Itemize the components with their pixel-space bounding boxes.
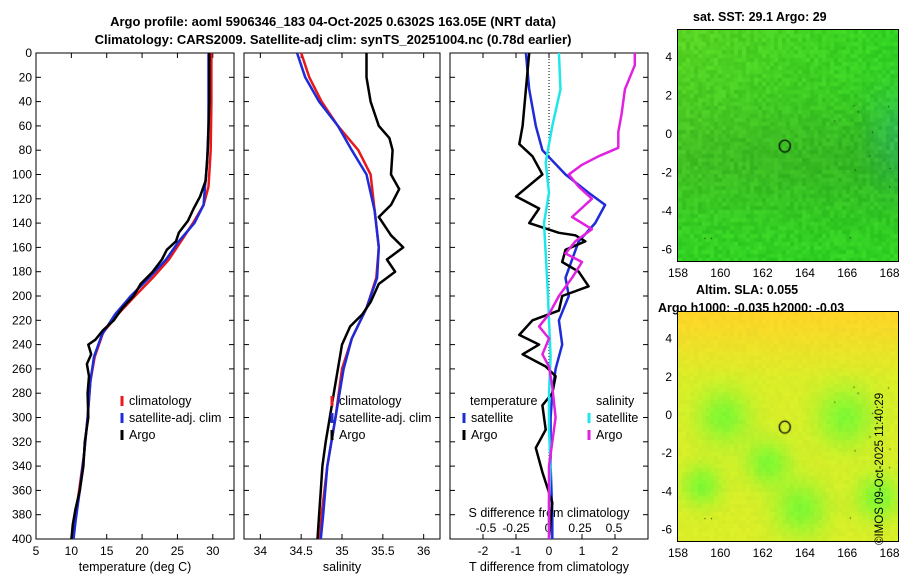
temperature-panel-xtick-label: 30 xyxy=(206,544,220,558)
temp-legend-2-label: Argo xyxy=(129,428,155,442)
difference-panel-xtick-label: -2 xyxy=(478,544,489,558)
sla-map-xtick-label: 166 xyxy=(837,546,857,560)
sla-map-ytick-label: 2 xyxy=(665,370,672,384)
sla-map-xtick-label: 158 xyxy=(668,546,688,560)
sal-legend-1-label: satellite-adj. clim xyxy=(339,411,431,425)
temperature-panel-xlabel: temperature (deg C) xyxy=(79,560,192,574)
depth-tick-label: 0 xyxy=(25,46,32,60)
salinity-panel-xtick-label: 34 xyxy=(254,544,268,558)
temp-legend-1-label: satellite-adj. clim xyxy=(129,411,221,425)
figure-title-line1: Argo profile: aoml 5906346_183 04-Oct-20… xyxy=(110,14,556,29)
sal-legend-2-label: Argo xyxy=(339,428,365,442)
sst-map-ytick-label: -6 xyxy=(661,242,672,256)
temperature-panel-series-argo xyxy=(70,53,211,540)
depth-tick-label: 300 xyxy=(12,411,32,425)
sla-map-xtick-label: 160 xyxy=(710,546,730,560)
salinity-panel-series-argo xyxy=(316,53,405,540)
salinity-panel-xlabel: salinity xyxy=(323,560,362,574)
temperature-panel-series-climatology xyxy=(71,53,213,540)
depth-tick-label: 380 xyxy=(12,508,32,522)
salinity-panel-series-climatology xyxy=(300,52,381,540)
sst-heatmap xyxy=(677,29,899,262)
salinity-diff-tick-label: 0.25 xyxy=(568,521,592,535)
sst-map-xtick-label: 168 xyxy=(880,266,900,280)
figure-title-line2: Climatology: CARS2009. Satellite-adj cli… xyxy=(94,32,572,47)
sla-heatmap xyxy=(677,311,899,542)
depth-tick-label: 120 xyxy=(12,192,32,206)
diff-legend-temp-satellite-label: satellite xyxy=(471,411,513,425)
difference-panel-series-salinity-argo xyxy=(537,53,637,539)
difference-panel-xtick-label: 2 xyxy=(612,544,619,558)
sst-map-ytick-label: -4 xyxy=(661,204,672,218)
sst-map-ytick-label: 2 xyxy=(665,88,672,102)
salinity-panel-xtick-label: 35.5 xyxy=(371,544,395,558)
diff-legend-temp-argo-label: Argo xyxy=(471,428,497,442)
depth-tick-label: 200 xyxy=(12,289,32,303)
sst-map-ytick-label: -2 xyxy=(661,165,672,179)
sla-map-ytick-label: -4 xyxy=(661,484,672,498)
diff-legend-sal-argo-label: Argo xyxy=(596,428,622,442)
depth-tick-label: 40 xyxy=(19,95,33,109)
depth-tick-label: 60 xyxy=(19,119,33,133)
sla-map-ytick-label: 4 xyxy=(665,332,672,346)
salinity-panel-xtick-label: 34.5 xyxy=(289,544,313,558)
salinity-panel-frame xyxy=(243,52,441,540)
salinity-diff-tick-label: -0.25 xyxy=(502,521,530,535)
difference-panel-xtick-label: -1 xyxy=(511,544,522,558)
depth-tick-label: 240 xyxy=(12,338,32,352)
sst-map-xtick-label: 158 xyxy=(668,266,688,280)
salinity-panel-xtick-label: 35 xyxy=(335,544,349,558)
sst-map-ytick-label: 4 xyxy=(665,50,672,64)
sal-legend-0-label: climatology xyxy=(339,394,402,408)
difference-panel-xtick-label: 0 xyxy=(546,544,553,558)
sla-map-ytick-label: 0 xyxy=(665,408,672,422)
depth-tick-label: 320 xyxy=(12,435,32,449)
difference-panel-series-temperature-argo xyxy=(514,52,590,540)
temperature-panel-xtick-label: 20 xyxy=(135,544,149,558)
depth-tick-label: 220 xyxy=(12,313,32,327)
temperature-panel-xtick-label: 5 xyxy=(33,544,40,558)
temperature-panel-xtick-label: 15 xyxy=(100,544,114,558)
diff-legend-sal-satellite-label: satellite xyxy=(596,411,638,425)
difference-panel-xlabel: T difference from climatology xyxy=(469,560,630,574)
depth-tick-label: 80 xyxy=(19,143,33,157)
depth-tick-label: 140 xyxy=(12,216,32,230)
depth-tick-label: 260 xyxy=(12,362,32,376)
depth-tick-label: 400 xyxy=(12,532,32,546)
diff-legend-temperature-header: temperature xyxy=(470,394,537,408)
diff-legend-salinity-header: salinity xyxy=(596,394,635,408)
sst-map-xtick-label: 164 xyxy=(795,266,815,280)
sla-map-xtick-label: 164 xyxy=(795,546,815,560)
temp-legend-0-label: climatology xyxy=(129,394,192,408)
temperature-panel-xtick-label: 25 xyxy=(171,544,185,558)
temperature-panel-xtick-label: 10 xyxy=(65,544,79,558)
sla-map-xtick-label: 162 xyxy=(753,546,773,560)
depth-tick-label: 160 xyxy=(12,240,32,254)
depth-tick-label: 180 xyxy=(12,265,32,279)
sla-map-title: Altim. SLA: 0.055 xyxy=(696,283,799,297)
salinity-diff-tick-label: -0.5 xyxy=(476,521,497,535)
sst-map-title: sat. SST: 29.1 Argo: 29 xyxy=(693,10,827,24)
sla-map-ytick-label: -2 xyxy=(661,446,672,460)
salinity-diff-tick-label: 0.5 xyxy=(606,521,623,535)
depth-tick-label: 100 xyxy=(12,168,32,182)
depth-tick-label: 360 xyxy=(12,483,32,497)
salinity-panel-xtick-label: 36 xyxy=(417,544,431,558)
depth-tick-label: 20 xyxy=(19,70,33,84)
depth-tick-label: 340 xyxy=(12,459,32,473)
sst-map-ytick-label: 0 xyxy=(665,127,672,141)
sst-map-xtick-label: 166 xyxy=(837,266,857,280)
depth-tick-label: 280 xyxy=(12,386,32,400)
sla-map-xtick-label: 168 xyxy=(880,546,900,560)
imos-timestamp: ©IMOS 09-Oct-2025 11:40:29 xyxy=(874,392,886,545)
sst-map-xtick-label: 160 xyxy=(710,266,730,280)
difference-panel-xtick-label: 1 xyxy=(579,544,586,558)
sla-map-ytick-label: -6 xyxy=(661,523,672,537)
salinity-panel-series-satellite-adj-clim xyxy=(295,52,381,540)
temperature-panel-series-satellite-adj-clim xyxy=(72,53,210,540)
sst-map-xtick-label: 162 xyxy=(753,266,773,280)
